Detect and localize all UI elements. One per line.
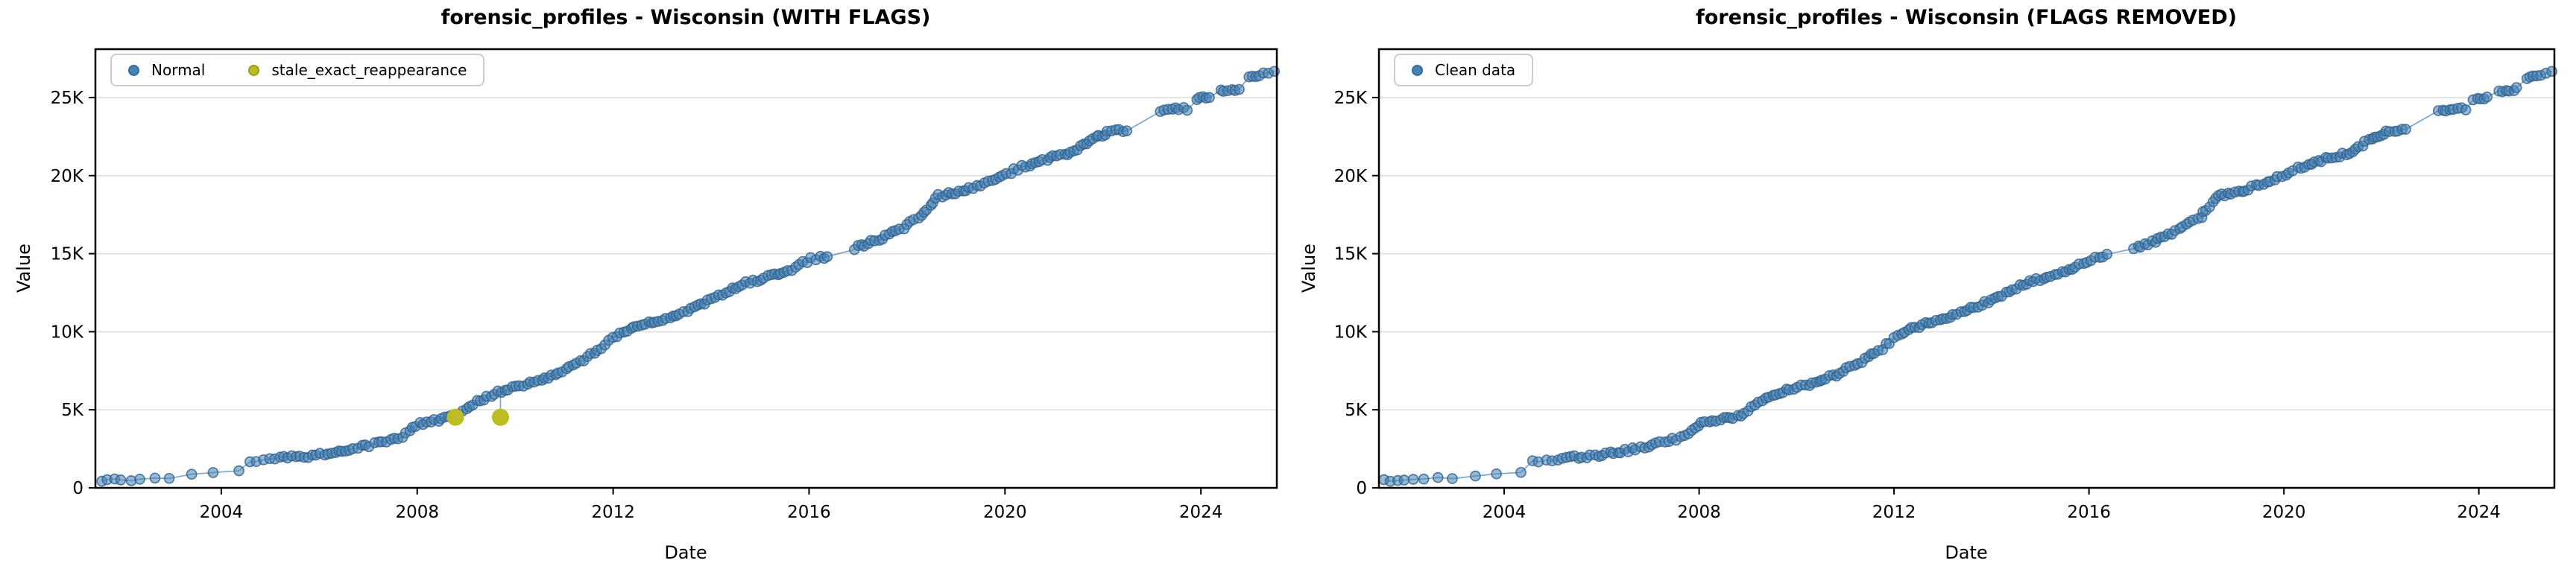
legend-label: stale_exact_reappearance — [271, 61, 467, 79]
legend-label: Normal — [151, 61, 206, 79]
y-tick-label: 15K — [1334, 245, 1368, 264]
data-point — [1491, 468, 1503, 480]
x-tick-label: 2008 — [1677, 503, 1721, 522]
data-point — [1181, 104, 1193, 116]
plot-frame — [1377, 48, 2556, 489]
chart-title: forensic_profiles - Wisconsin (WITH FLAG… — [441, 6, 931, 29]
x-tick-label: 2024 — [2457, 503, 2501, 522]
data-point — [1407, 474, 1419, 485]
data-point — [2510, 82, 2522, 93]
data-point — [2101, 249, 2113, 260]
x-tick-label: 2004 — [1483, 503, 1527, 522]
data-point — [1398, 474, 1410, 486]
y-tick-label: 20K — [1334, 167, 1368, 186]
y-tick-label: 0 — [72, 479, 83, 498]
data-point — [1470, 470, 1481, 482]
flagged-point — [491, 408, 509, 426]
y-tick-label: 25K — [51, 89, 84, 108]
data-point — [1418, 473, 1430, 485]
legend-item-normal: Normal — [128, 61, 205, 79]
y-axis-label: Value — [1298, 244, 1319, 293]
y-tick-label: 10K — [51, 322, 84, 342]
x-tick-label: 2020 — [2262, 503, 2306, 522]
x-tick-label: 2016 — [2067, 503, 2111, 522]
plot-area: 0 5K 10K 15K 20K 25K 2004 2008 2012 2016 2020 2024 — [1334, 48, 2558, 522]
legend: Normal stale_exact_reappearance — [110, 54, 485, 86]
data-point — [233, 465, 244, 477]
plot-area: 0 5K 10K 15K 20K 25K 2004 2008 2012 2016 2020 2024 — [51, 48, 1281, 522]
data-point — [1515, 466, 1527, 478]
legend-label: Clean data — [1435, 61, 1516, 79]
data-point — [1447, 473, 1458, 484]
normal-marker-icon — [128, 64, 139, 76]
data-point — [2481, 91, 2493, 103]
y-tick-label: 20K — [51, 167, 84, 186]
data-point — [1432, 471, 1444, 483]
data-point — [186, 468, 198, 480]
y-tick-label: 5K — [1345, 401, 1368, 420]
data-point — [149, 472, 161, 484]
data-point — [115, 474, 127, 486]
y-tick-label: 0 — [1356, 479, 1367, 498]
plot-frame — [94, 48, 1278, 489]
flagged-marker-icon — [248, 64, 260, 76]
y-tick-label: 15K — [51, 245, 84, 264]
data-point — [821, 251, 833, 262]
x-axis-label: Date — [1945, 542, 1988, 563]
data-point — [1204, 92, 1215, 104]
x-tick-label: 2012 — [591, 503, 635, 522]
x-tick-label: 2016 — [787, 503, 831, 522]
data-point — [1121, 125, 1133, 137]
x-axis-label: Date — [664, 542, 707, 563]
data-point — [2400, 124, 2411, 135]
flagged-point — [446, 408, 464, 426]
legend-item-clean: Clean data — [1412, 61, 1515, 79]
x-tick-label: 2020 — [983, 503, 1027, 522]
data-point — [163, 472, 175, 484]
data-point — [134, 474, 145, 485]
clean-marker-icon — [1412, 64, 1423, 76]
x-tick-label: 2004 — [200, 503, 244, 522]
x-tick-label: 2012 — [1872, 503, 1916, 522]
legend: Clean data — [1394, 54, 1534, 86]
x-tick-label: 2024 — [1179, 503, 1223, 522]
data-point — [207, 467, 219, 478]
y-axis-label: Value — [13, 244, 34, 293]
y-tick-label: 10K — [1334, 322, 1368, 342]
chart-title: forensic_profiles - Wisconsin (FLAGS REM… — [1696, 6, 2237, 29]
data-point — [2460, 104, 2472, 115]
data-point — [1234, 83, 1245, 95]
legend-item-flagged: stale_exact_reappearance — [248, 61, 467, 79]
x-tick-label: 2008 — [395, 503, 439, 522]
y-tick-label: 5K — [61, 401, 84, 420]
y-tick-label: 25K — [1334, 89, 1368, 108]
